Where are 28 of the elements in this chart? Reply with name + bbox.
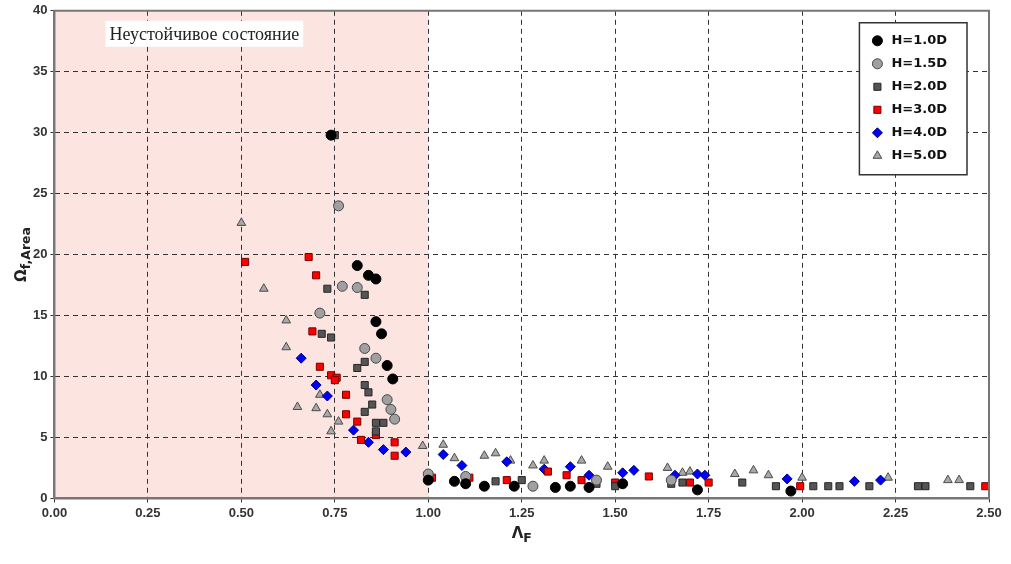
y-tick-label: 40: [32, 2, 48, 18]
x-tick-label: 0.00: [41, 504, 68, 520]
x-tick-label: 0.75: [322, 504, 348, 520]
y-tick-label: 0: [40, 489, 48, 505]
y-tick-label: 35: [32, 63, 48, 79]
x-tick-label: 2.50: [976, 504, 1002, 520]
legend-label: H=5.0D: [891, 147, 948, 163]
legend-label: H=1.5D: [891, 55, 948, 71]
legend-label: H=2.0D: [891, 78, 948, 94]
x-tick-label: 1.25: [509, 504, 535, 520]
legend-label: H=4.0D: [891, 124, 948, 140]
band-label: Неустойчивое состояние: [109, 23, 300, 44]
y-tick-label: 5: [40, 429, 48, 445]
x-tick-label: 1.75: [695, 504, 722, 520]
legend-label: H=1.0D: [891, 32, 948, 48]
x-tick-label: 1.50: [602, 504, 628, 520]
y-tick-label: 30: [32, 124, 48, 140]
y-tick-label: 25: [32, 185, 48, 201]
x-axis-title: Λ$_{F}$: [511, 524, 532, 546]
y-tick-label: 20: [32, 246, 48, 262]
y-tick-label: 10: [32, 368, 48, 384]
x-tick-label: 1.00: [415, 504, 441, 520]
x-tick-label: 2.25: [882, 504, 909, 520]
x-tick-label: 2.00: [789, 504, 815, 520]
y-tick-label: 15: [32, 307, 48, 323]
x-tick-label: 0.50: [228, 504, 255, 520]
x-tick-label: 0.25: [135, 504, 161, 520]
legend-label: H=3.0D: [891, 101, 948, 117]
